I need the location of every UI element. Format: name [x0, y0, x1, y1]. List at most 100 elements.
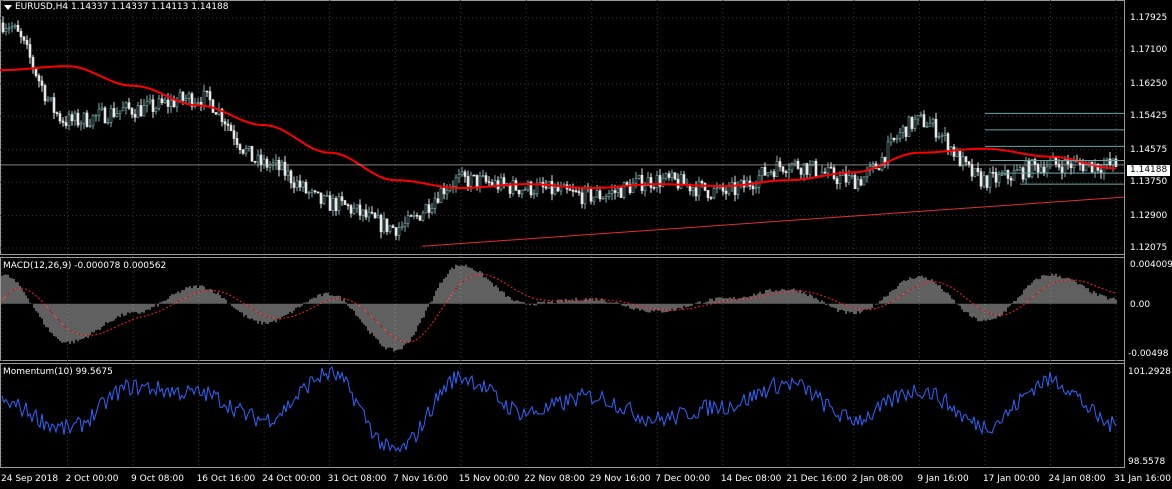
candle-body	[499, 177, 503, 190]
candle-body	[1003, 170, 1007, 175]
price-tick-label: 1.15425	[1130, 111, 1168, 122]
candle-body	[154, 107, 158, 112]
candle-body	[61, 120, 65, 123]
candle-body	[1009, 178, 1013, 181]
price-tick-label: 1.12075	[1130, 243, 1168, 253]
candle-body	[418, 215, 422, 221]
candle-body	[355, 204, 359, 209]
price-plot[interactable]	[0, 0, 1125, 467]
candle-body	[1045, 166, 1049, 174]
candle-body	[235, 138, 239, 145]
candle-body	[700, 181, 704, 184]
macd-tick-zero: 0.00	[1130, 300, 1151, 310]
candle-body	[1060, 166, 1064, 174]
candle-body	[406, 215, 410, 224]
candle-body	[1102, 164, 1106, 174]
candle-body	[775, 161, 779, 177]
candle-body	[43, 85, 47, 102]
candle-body	[22, 36, 26, 41]
candle-body	[46, 98, 50, 102]
candle-body	[382, 218, 386, 233]
candle-body	[430, 208, 434, 213]
candle-body	[979, 171, 983, 187]
candle-body	[583, 186, 587, 205]
candle-body	[982, 175, 986, 187]
candle-body	[367, 211, 371, 218]
candle-body	[811, 160, 815, 166]
candle-body	[202, 90, 206, 106]
candle-body	[808, 164, 812, 175]
price-tick-label: 1.13750	[1130, 177, 1168, 188]
candle-body	[637, 174, 641, 179]
candle-body	[778, 161, 782, 168]
candle-body	[247, 145, 251, 150]
candle-body	[238, 144, 242, 150]
candle-body	[457, 174, 461, 179]
candle-body	[601, 197, 605, 200]
candle-body	[901, 126, 905, 133]
candle-body	[1111, 158, 1115, 166]
candle-body	[556, 186, 560, 192]
candle-body	[895, 138, 899, 141]
candle-body	[10, 26, 14, 29]
candle-body	[316, 191, 320, 194]
candle-body	[334, 198, 338, 212]
candle-body	[301, 181, 305, 188]
candle-body	[289, 170, 293, 184]
candle-body	[160, 98, 164, 104]
candle-body	[280, 161, 284, 171]
candle-body	[112, 108, 116, 117]
candle-body	[388, 225, 392, 232]
candle-body	[487, 181, 491, 183]
candle-body	[661, 177, 665, 187]
candle-body	[862, 176, 866, 186]
candle-body	[925, 126, 929, 128]
candle-body	[970, 164, 974, 177]
candle-body	[337, 196, 341, 212]
candle-body	[40, 80, 44, 86]
candle-body	[121, 107, 125, 112]
candle-body	[313, 190, 317, 193]
candle-body	[76, 112, 80, 126]
symbol-dropdown-icon[interactable]	[4, 5, 12, 10]
candle-body	[859, 179, 863, 186]
candle-body	[943, 133, 947, 136]
time-tick-label: 9 Oct 08:00	[131, 474, 184, 484]
candle-body	[799, 168, 803, 175]
candle-body	[913, 118, 917, 129]
candle-body	[673, 172, 677, 180]
candle-body	[823, 171, 827, 174]
candle-body	[919, 114, 923, 116]
candle-body	[667, 173, 671, 178]
support-trendline	[421, 196, 1125, 247]
candle-body	[244, 148, 248, 154]
candle-body	[481, 175, 485, 177]
candle-body	[511, 180, 515, 194]
price-tick-label: 1.17100	[1130, 45, 1168, 56]
candle-body	[262, 158, 266, 166]
candle-body	[1030, 159, 1034, 178]
candle-body	[358, 204, 362, 216]
candle-body	[991, 172, 995, 174]
candle-body	[82, 112, 86, 124]
candle-body	[658, 175, 662, 187]
price-tick-label: 1.16250	[1130, 78, 1168, 89]
candle-body	[619, 187, 623, 198]
candle-body	[523, 189, 527, 192]
candle-body	[847, 175, 851, 183]
momentum-plot[interactable]	[1, 366, 1117, 453]
candle-body	[142, 105, 146, 117]
macd-plot[interactable]	[1, 264, 1117, 352]
candle-body	[187, 93, 191, 99]
candle-body	[715, 187, 719, 190]
candle-body	[973, 167, 977, 177]
candle-body	[220, 108, 224, 122]
candle-body	[916, 114, 920, 120]
candle-body	[544, 186, 548, 189]
candle-body	[595, 190, 599, 198]
candle-body	[148, 99, 152, 102]
time-tick-label: 31 Jan 16:00	[1114, 474, 1171, 484]
candle-body	[736, 184, 740, 195]
candle-body	[223, 121, 227, 125]
